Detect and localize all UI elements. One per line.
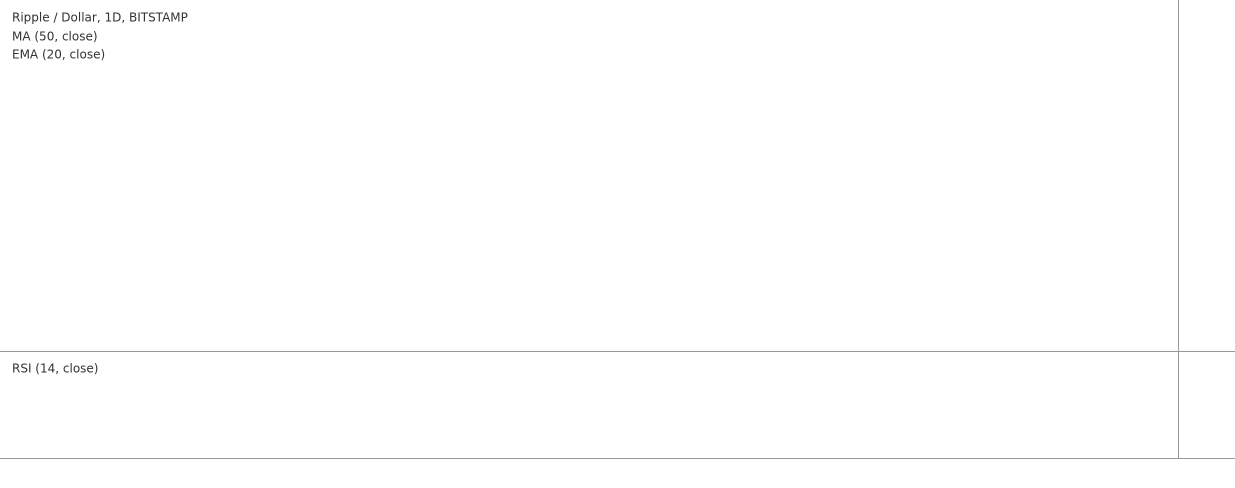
legend-entry: EMA (20, close): [12, 48, 105, 62]
legend-entry: RSI (14, close): [12, 362, 98, 376]
chart-title: Ripple / Dollar, 1D, BITSTAMP: [12, 11, 188, 25]
legend-entry: MA (50, close): [12, 30, 98, 44]
